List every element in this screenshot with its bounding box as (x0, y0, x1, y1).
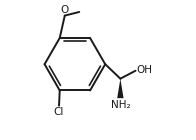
Text: OH: OH (136, 65, 152, 75)
Polygon shape (117, 79, 123, 98)
Text: Cl: Cl (54, 107, 64, 117)
Text: O: O (60, 5, 68, 15)
Text: NH₂: NH₂ (111, 100, 131, 110)
